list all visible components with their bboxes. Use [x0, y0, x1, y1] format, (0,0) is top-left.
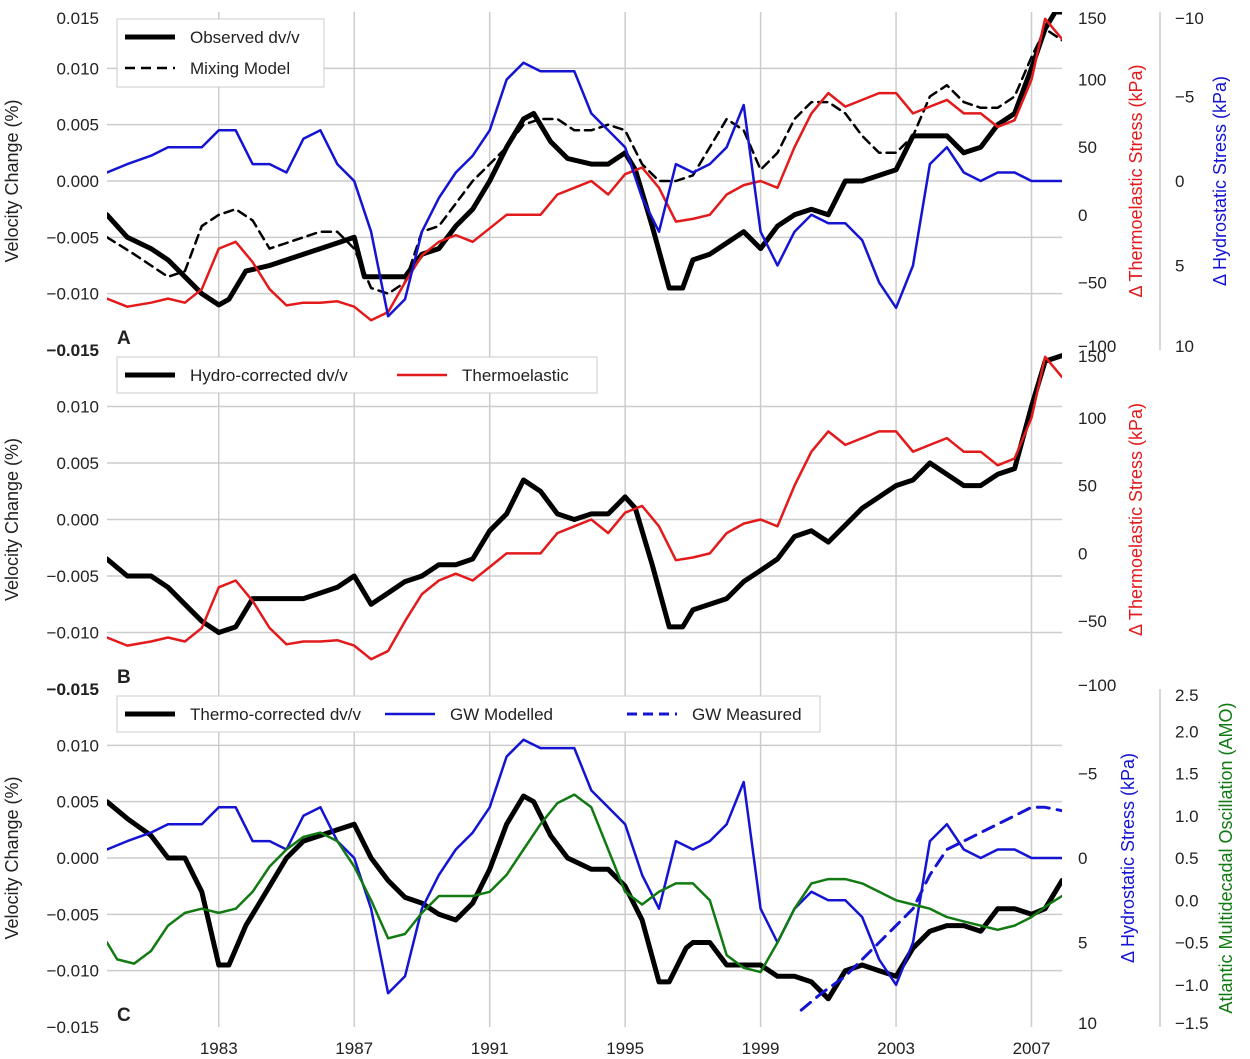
y-tick-label: 0.000 — [56, 511, 99, 530]
x-tick-label: 2003 — [877, 1039, 915, 1058]
series-line-hydro-corrected-dv-v — [107, 353, 1062, 635]
thermo-axis-label: Δ Thermoelastic Stress (kPa) — [1126, 64, 1146, 297]
y-tick-label: 0.000 — [56, 172, 99, 191]
panel-letter: A — [117, 328, 131, 349]
series-line-thermoelastic — [107, 17, 1062, 322]
amo-axis-tick-label: −0.5 — [1175, 934, 1209, 953]
legend: Observed dv/v Mixing Model — [116, 18, 325, 88]
y-tick-label: 0.005 — [56, 454, 99, 473]
legend-box — [116, 356, 598, 394]
series-line-gw-modelled — [107, 738, 1062, 995]
y-tick-label: −0.005 — [47, 905, 99, 924]
y-tick-label: −0.005 — [47, 228, 99, 247]
y-tick-label: −0.015 — [47, 341, 99, 360]
panel-c: −0.0150.0100.0050.000−0.005−0.010−0.015V… — [2, 680, 1236, 1037]
thermo-axis-tick-label: 150 — [1078, 347, 1106, 366]
hydro-axis-tick-label: 5 — [1078, 934, 1087, 953]
amo-axis-tick-label: 0.0 — [1175, 891, 1199, 910]
x-tick-label: 1991 — [471, 1039, 509, 1058]
series-line-mixing-model — [107, 27, 1062, 295]
y-tick-label: 0.000 — [56, 849, 99, 868]
series-line-gw-measured — [799, 805, 1062, 1012]
x-tick-label: 1999 — [742, 1039, 780, 1058]
panel-a: 0.015 0.010 0.005 0.000 −0.005 −0.010 −0.015 Ve… — [2, 9, 1230, 360]
thermo-axis-tick-label: 50 — [1078, 138, 1097, 157]
y-tick-label: −0.015 — [47, 1018, 99, 1037]
amo-axis-tick-label: 2.5 — [1175, 686, 1199, 705]
thermo-axis-tick-label: −100 — [1078, 337, 1116, 356]
y-tick-label: −0.010 — [47, 624, 99, 643]
thermo-axis-tick-label: 100 — [1078, 71, 1106, 90]
y-tick-label: 0.010 — [56, 59, 99, 78]
y-axis-label: Velocity Change (%) — [2, 438, 22, 601]
x-tick-label: 2007 — [1013, 1039, 1051, 1058]
hydro-axis-tick-label: −5 — [1175, 88, 1194, 107]
panel-letter: C — [117, 1005, 131, 1026]
series-line-thermoelastic — [107, 355, 1062, 661]
panel-letter: B — [117, 667, 131, 688]
hydro-axis-tick-label: −5 — [1078, 765, 1097, 784]
y-tick-label: 0.005 — [56, 116, 99, 135]
thermo-axis-tick-label: −50 — [1078, 612, 1107, 631]
legend-label: Thermoelastic — [462, 366, 569, 385]
amo-axis-tick-label: 1.0 — [1175, 807, 1199, 826]
series-line-observed-dv-v — [107, 12, 1062, 308]
legend-box — [116, 695, 821, 733]
legend-label: Hydro-corrected dv/v — [190, 366, 348, 385]
thermo-axis-tick-label: 100 — [1078, 409, 1106, 428]
amo-axis-label: Atlantic Multidecadal Oscillation (AMO) — [1216, 702, 1236, 1013]
x-tick-label: 1987 — [335, 1039, 373, 1058]
y-tick-label: −0.015 — [47, 341, 99, 360]
legend-box — [116, 18, 325, 88]
amo-axis-tick-label: 2.0 — [1175, 722, 1199, 741]
y-axis-label: Velocity Change (%) — [2, 776, 22, 939]
y-tick-label: −0.010 — [47, 962, 99, 981]
y-tick-label: −0.005 — [47, 567, 99, 586]
legend: Hydro-corrected dv/v Thermoelastic — [116, 356, 598, 394]
amo-axis-tick-label: −1.5 — [1175, 1014, 1209, 1033]
thermo-axis-tick-label: 0 — [1078, 544, 1087, 563]
y-tick-label: 0.005 — [56, 793, 99, 812]
y-tick-label: −0.015 — [47, 680, 99, 699]
thermo-axis-tick-label: −50 — [1078, 273, 1107, 292]
legend: Thermo-corrected dv/v GW Modelled GW Measu… — [116, 695, 821, 733]
amo-axis-tick-label: 0.5 — [1175, 849, 1199, 868]
thermo-axis-tick-label: −100 — [1078, 676, 1116, 695]
y-tick-label: −0.015 — [47, 680, 99, 699]
hydro-axis-tick-label: 5 — [1175, 257, 1184, 276]
hydro-axis-tick-label: 0 — [1078, 849, 1087, 868]
y-axis-label: Velocity Change (%) — [2, 99, 22, 262]
legend-label: Thermo-corrected dv/v — [190, 705, 361, 724]
legend-label: GW Measured — [692, 705, 802, 724]
y-tick-label: −0.010 — [47, 285, 99, 304]
thermo-axis-label: Δ Thermoelastic Stress (kPa) — [1126, 403, 1146, 636]
x-tick-label: 1995 — [606, 1039, 644, 1058]
hydro-axis-tick-label: −10 — [1175, 9, 1204, 28]
legend-label: Mixing Model — [190, 59, 290, 78]
series-line-amo — [107, 793, 1062, 974]
hydro-axis-tick-label: 10 — [1078, 1014, 1097, 1033]
series-line-gw-modelled — [107, 61, 1062, 318]
panel-b: −0.015 0.010 0.005 0.000 −0.005 −0.010 −0.015 V… — [2, 341, 1146, 699]
y-tick-label: 0.015 — [56, 9, 99, 28]
x-tick-label: 1983 — [200, 1039, 238, 1058]
thermo-axis-tick-label: 0 — [1078, 206, 1087, 225]
legend-label: GW Modelled — [450, 705, 553, 724]
hydro-axis-label: Δ Hydrostatic Stress (kPa) — [1118, 753, 1138, 963]
amo-axis-tick-label: −1.0 — [1175, 976, 1209, 995]
legend-label: Observed dv/v — [190, 28, 300, 47]
hydro-axis-label: Δ Hydrostatic Stress (kPa) — [1210, 76, 1230, 286]
y-tick-label: 0.010 — [56, 736, 99, 755]
thermo-axis-tick-label: 150 — [1078, 9, 1106, 28]
amo-axis-tick-label: 1.5 — [1175, 765, 1199, 784]
y-tick-label: 0.010 — [56, 398, 99, 417]
hydro-axis-tick-label: 10 — [1175, 337, 1194, 356]
hydro-axis-tick-label: 0 — [1175, 172, 1184, 191]
thermo-axis-tick-label: 50 — [1078, 477, 1097, 496]
